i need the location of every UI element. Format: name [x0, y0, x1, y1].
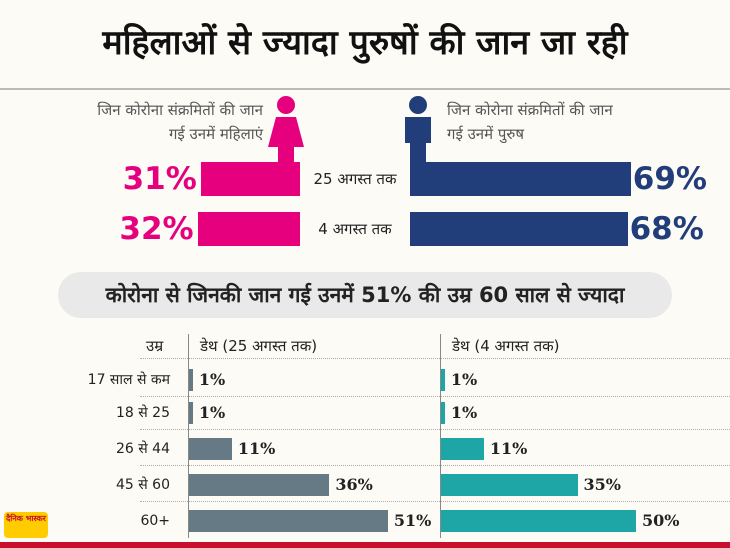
bar: [410, 162, 631, 196]
category-label: 26 से 44: [116, 441, 170, 457]
value-label: 35%: [583, 475, 621, 494]
bar: [189, 369, 193, 391]
category-label: 17 साल से कम: [87, 372, 170, 388]
bar: [189, 402, 193, 424]
bar: [441, 438, 484, 460]
series-header: डेथ (4 अगस्त तक): [452, 337, 560, 355]
bar: [189, 474, 330, 496]
axis-line: [188, 334, 189, 538]
legend-women: जिन कोरोना संक्रमितों की जान गई उनमें मह…: [97, 101, 263, 143]
category-label: 18 से 25: [116, 405, 170, 421]
bar: [200, 162, 300, 196]
category-label: 60+: [140, 513, 170, 529]
row-rule: [140, 396, 730, 397]
category-label: 45 से 60: [116, 477, 170, 493]
bar: [189, 438, 232, 460]
value-label: 50%: [642, 511, 680, 530]
header-rule: [140, 358, 730, 359]
bar: [441, 474, 578, 496]
category-label: 25 अगस्त तक: [313, 170, 397, 188]
subtitle-box: [58, 272, 672, 318]
row-rule: [140, 501, 730, 502]
value-label: 1%: [450, 403, 478, 422]
row-rule: [140, 465, 730, 466]
value-label: 68%: [629, 211, 704, 247]
bar: [197, 212, 300, 246]
value-label: 11%: [237, 439, 276, 458]
man-icon: [405, 96, 431, 163]
value-label: 69%: [632, 161, 707, 197]
value-label: 1%: [198, 370, 226, 389]
category-label: 4 अगस्त तक: [318, 220, 392, 238]
bar: [441, 369, 445, 391]
series-header: डेथ (25 अगस्त तक): [200, 337, 318, 355]
value-label: 11%: [489, 439, 528, 458]
value-label: 1%: [198, 403, 226, 422]
chart-title: महिलाओं से ज्यादा पुरुषों की जान जा रही: [102, 23, 628, 63]
subtitle: कोरोना से जिनकी जान गई उनमें 51% की उम्र…: [105, 283, 625, 307]
bar: [189, 510, 388, 532]
value-label: 1%: [450, 370, 478, 389]
row-rule: [140, 429, 730, 430]
woman-icon: [268, 96, 304, 163]
legend-men: जिन कोरोना संक्रमितों की जान गई उनमें पु…: [447, 101, 613, 143]
bar: [441, 510, 636, 532]
bar: [410, 212, 628, 246]
divider: [0, 88, 730, 90]
logo: दैनिक भास्कर: [4, 512, 48, 538]
value-label: 32%: [119, 211, 194, 247]
bar: [441, 402, 445, 424]
value-label: 31%: [122, 161, 197, 197]
axis-line: [440, 334, 441, 538]
divider: [0, 542, 730, 548]
value-label: 36%: [335, 475, 373, 494]
category-header: उम्र: [146, 337, 164, 355]
value-label: 51%: [393, 511, 432, 530]
